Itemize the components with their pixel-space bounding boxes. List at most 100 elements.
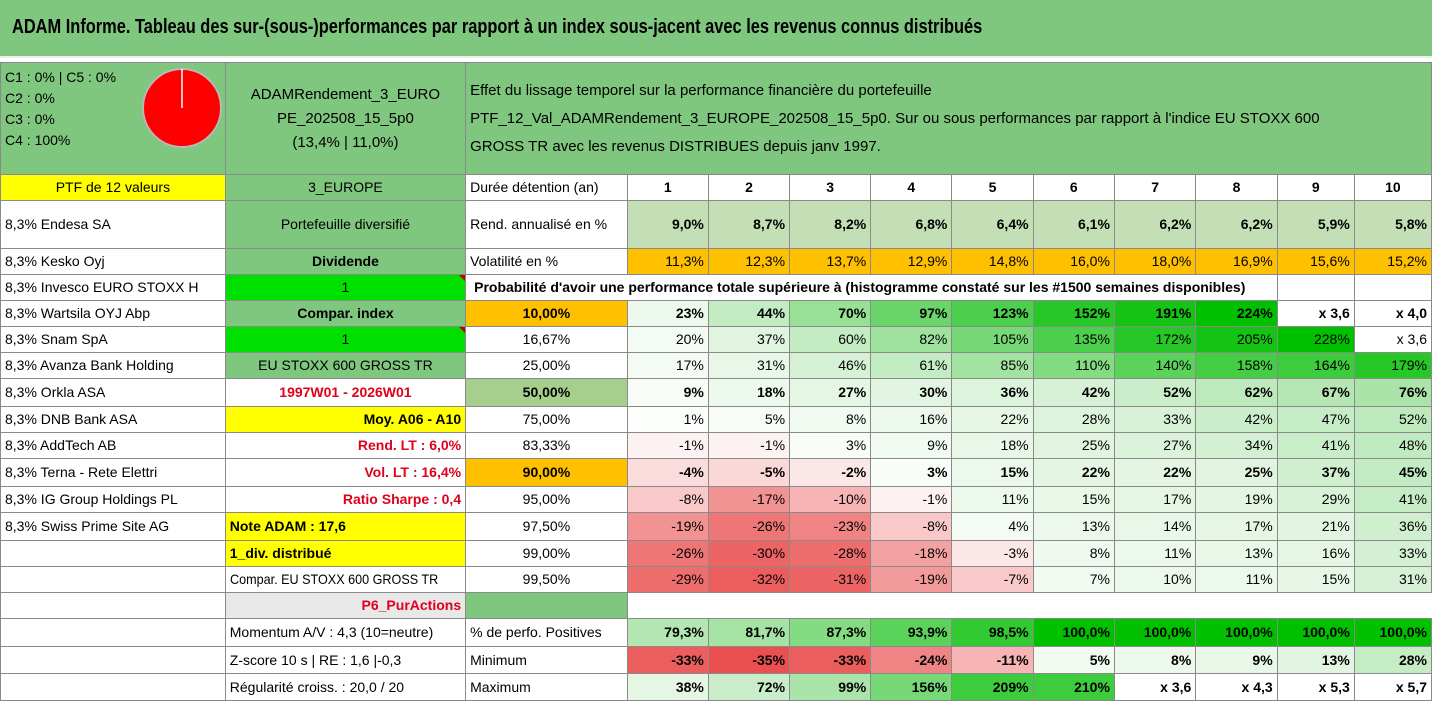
empty-cell xyxy=(0,566,226,593)
proba-level: 99,50% xyxy=(465,566,628,593)
pos-value: 98,5% xyxy=(951,618,1034,647)
proba-value: 228% xyxy=(1276,326,1355,353)
param-compar-index: Compar. index xyxy=(224,300,467,327)
rend-value: 5,8% xyxy=(1353,200,1432,249)
rend-value: 8,7% xyxy=(707,200,791,249)
proba-value: 22% xyxy=(951,406,1034,433)
max-value: x 5,3 xyxy=(1276,673,1355,701)
year-2: 2 xyxy=(707,174,791,201)
max-value: x 3,6 xyxy=(1113,673,1197,701)
proba-value: 36% xyxy=(951,378,1034,407)
proba-value: 47% xyxy=(1276,406,1355,433)
rend-label: Rend. annualisé en % xyxy=(465,200,628,249)
effet-cell: Effet du lissage temporel sur la perform… xyxy=(465,62,1432,175)
effet-line-1: Effet du lissage temporel sur la perform… xyxy=(470,81,932,99)
proba-value: -10% xyxy=(789,486,872,513)
max-value: 156% xyxy=(870,673,953,701)
min-value: 9% xyxy=(1195,646,1278,674)
pos-value: 100,0% xyxy=(1353,618,1432,647)
proba-value: 15% xyxy=(1032,486,1115,513)
param-one-a[interactable]: 1 xyxy=(224,274,467,301)
year-6: 6 xyxy=(1032,174,1115,201)
max-value: 72% xyxy=(707,673,791,701)
param-index-name: EU STOXX 600 GROSS TR xyxy=(224,352,467,379)
proba-value: 15% xyxy=(1276,566,1355,593)
proba-value: 7% xyxy=(1032,566,1115,593)
vol-value: 16,9% xyxy=(1195,248,1278,275)
proba-value: 17% xyxy=(1113,486,1197,513)
proba-value: -8% xyxy=(626,486,709,513)
proba-value: 179% xyxy=(1353,352,1432,379)
proba-value: 30% xyxy=(870,378,953,407)
proba-level: 90,00% xyxy=(465,458,628,487)
proba-value: 52% xyxy=(1113,378,1197,407)
holding-12: 8,3% Swiss Prime Site AG xyxy=(0,512,226,541)
max-value: 99% xyxy=(789,673,872,701)
empty-cell xyxy=(1276,274,1355,301)
min-label: Minimum xyxy=(465,646,628,674)
pie-chart-icon xyxy=(142,68,222,148)
proba-value: -32% xyxy=(707,566,791,593)
param-dividende: Dividende xyxy=(224,248,467,275)
proba-value: 42% xyxy=(1032,378,1115,407)
min-value: -33% xyxy=(789,646,872,674)
proba-value: 22% xyxy=(1113,458,1197,487)
param-vol-lt: Vol. LT : 16,4% xyxy=(224,458,467,487)
max-label: Maximum xyxy=(465,673,628,701)
proba-value: x 3,6 xyxy=(1276,300,1355,327)
proba-value: -29% xyxy=(626,566,709,593)
proba-value: 8% xyxy=(789,406,872,433)
class-c3: C3 : 0% xyxy=(5,111,55,127)
proba-value: 16% xyxy=(1276,540,1355,567)
param-compar-full-text: Compar. EU STOXX 600 GROSS TR xyxy=(229,571,438,587)
proba-value: 61% xyxy=(870,352,953,379)
rend-value: 9,0% xyxy=(626,200,709,249)
proba-value: 9% xyxy=(870,432,953,459)
class-c4: C4 : 100% xyxy=(5,132,71,148)
proba-value: 62% xyxy=(1195,378,1278,407)
proba-level: 99,00% xyxy=(465,540,628,567)
min-value: 8% xyxy=(1113,646,1197,674)
rend-value: 6,4% xyxy=(951,200,1034,249)
param-moy: Moy. A06 - A10 xyxy=(224,406,467,433)
holding-9: 8,3% AddTech AB xyxy=(0,432,226,459)
year-8: 8 xyxy=(1195,174,1278,201)
param-momentum: Momentum A/V : 4,3 (10=neutre) xyxy=(224,618,467,647)
param-compar-full: Compar. EU STOXX 600 GROSS TR xyxy=(224,566,467,593)
holding-4: 8,3% Wartsila OYJ Abp xyxy=(0,300,226,327)
rend-value: 6,1% xyxy=(1032,200,1115,249)
rend-value: 5,9% xyxy=(1276,200,1355,249)
proba-value: 205% xyxy=(1195,326,1278,353)
empty-cell xyxy=(0,592,226,619)
empty-cell xyxy=(0,646,226,674)
proba-value: 20% xyxy=(626,326,709,353)
param-zscore: Z-score 10 s | RE : 1,6 |-0,3 xyxy=(224,646,467,674)
proba-value: -4% xyxy=(626,458,709,487)
proba-value: 17% xyxy=(626,352,709,379)
proba-value: 9% xyxy=(626,378,709,407)
proba-value: 13% xyxy=(1032,512,1115,541)
pos-value: 93,9% xyxy=(870,618,953,647)
performance-table: C1 : 0% | C5 : 0% C2 : 0% C3 : 0% C4 : 1… xyxy=(0,62,1432,701)
proba-value: 17% xyxy=(1195,512,1278,541)
portfolio-name-3: (13,4% | 11,0%) xyxy=(292,133,399,151)
report-title: ADAM Informe. Tableau des sur-(sous-)per… xyxy=(12,16,983,38)
proba-value: -17% xyxy=(707,486,791,513)
proba-value: 48% xyxy=(1353,432,1432,459)
proba-value: 15% xyxy=(951,458,1034,487)
proba-value: 172% xyxy=(1113,326,1197,353)
proba-value: -3% xyxy=(951,540,1034,567)
proba-value: 37% xyxy=(707,326,791,353)
proba-level: 83,33% xyxy=(465,432,628,459)
vol-value: 12,9% xyxy=(870,248,953,275)
proba-value: -26% xyxy=(626,540,709,567)
rend-value: 6,8% xyxy=(870,200,953,249)
region-label: 3_EUROPE xyxy=(224,174,467,201)
param-one-b[interactable]: 1 xyxy=(224,326,467,353)
year-5: 5 xyxy=(951,174,1034,201)
proba-value: -5% xyxy=(707,458,791,487)
proba-level: 75,00% xyxy=(465,406,628,433)
proba-value: 23% xyxy=(626,300,709,327)
proba-value: 11% xyxy=(1113,540,1197,567)
